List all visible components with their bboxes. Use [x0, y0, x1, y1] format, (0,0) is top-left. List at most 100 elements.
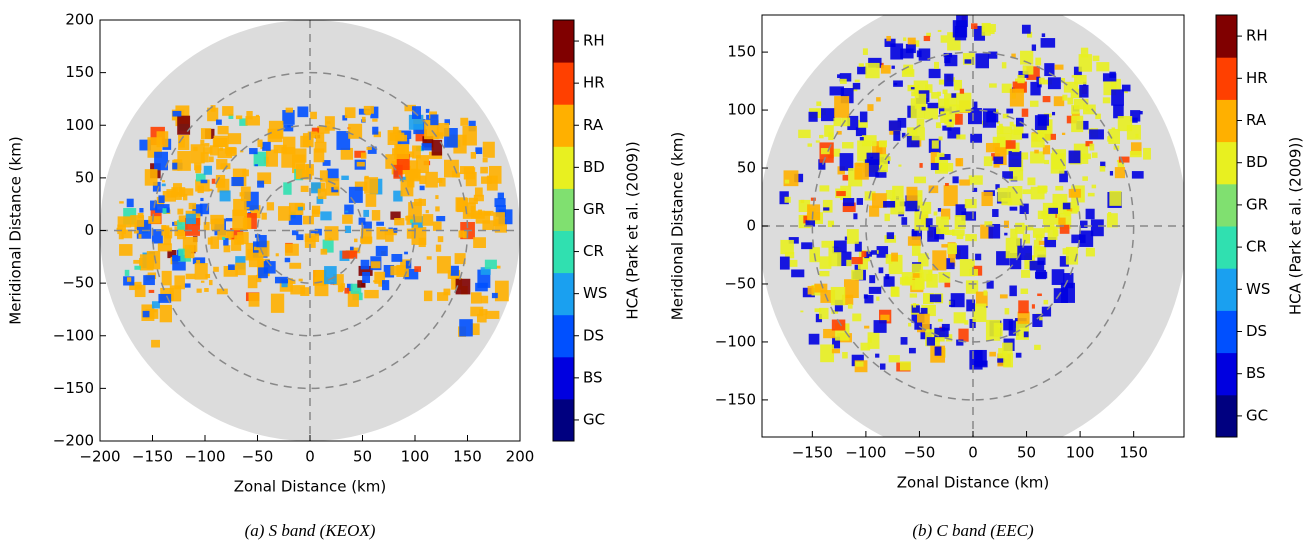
radar-echo: [1109, 190, 1122, 206]
radar-echo: [476, 313, 487, 323]
radar-echo: [911, 127, 925, 141]
radar-echo: [266, 202, 275, 211]
radar-echo: [444, 159, 459, 178]
radar-echo: [1031, 304, 1035, 309]
radar-echo: [948, 119, 952, 122]
radar-echo: [354, 238, 358, 243]
radar-echo: [883, 201, 896, 208]
radar-echo: [888, 120, 902, 131]
radar-echo: [854, 264, 861, 273]
radar-echo: [1017, 311, 1030, 324]
radar-echo: [1017, 74, 1025, 84]
radar-echo: [172, 110, 182, 117]
radar-echo: [1021, 108, 1029, 117]
radar-echo: [320, 248, 328, 255]
radar-echo: [223, 238, 229, 246]
radar-echo: [997, 187, 1009, 202]
radar-echo: [883, 276, 895, 287]
radar-echo: [914, 322, 923, 330]
radar-echo: [450, 265, 459, 276]
radar-echo: [847, 304, 853, 309]
radar-image: [100, 20, 520, 441]
radar-echo: [1066, 208, 1073, 212]
radar-echo: [904, 276, 909, 281]
radar-echo: [880, 314, 890, 322]
radar-echo: [215, 174, 226, 188]
radar-echo: [1139, 110, 1143, 115]
radar-echo: [151, 339, 160, 348]
radar-echo: [117, 224, 126, 235]
radar-echo: [316, 196, 324, 204]
radar-echo: [1027, 177, 1036, 186]
radar-echo: [864, 251, 870, 259]
radar-echo: [275, 253, 279, 257]
radar-echo: [868, 57, 882, 68]
y-tick-label: 150: [727, 43, 756, 61]
radar-echo: [150, 200, 158, 211]
x-axis-label: Zonal Distance (km): [897, 474, 1049, 492]
radar-echo: [217, 125, 229, 135]
colorbar-label: BS: [583, 368, 603, 386]
radar-echo: [1008, 320, 1020, 336]
radar-echo: [194, 162, 202, 171]
radar-echo: [900, 337, 908, 345]
radar-echo: [185, 213, 196, 225]
radar-echo: [415, 129, 428, 142]
radar-echo: [1036, 76, 1041, 82]
radar-echo: [1052, 111, 1056, 116]
radar-echo: [227, 133, 242, 145]
radar-echo: [930, 152, 940, 164]
radar-echo: [266, 149, 278, 167]
radar-echo: [975, 53, 990, 69]
radar-echo: [897, 117, 907, 128]
radar-echo: [1018, 300, 1029, 314]
radar-echo: [867, 104, 874, 111]
radar-echo: [197, 185, 204, 194]
radar-echo: [865, 62, 880, 79]
radar-echo: [341, 175, 349, 180]
colorbar-label: BD: [1246, 153, 1268, 171]
radar-echo: [416, 155, 429, 174]
colorbar-swatch: [553, 230, 574, 274]
radar-echo: [878, 140, 888, 148]
y-tick-label: 0: [746, 217, 756, 235]
radar-echo: [955, 204, 967, 217]
radar-echo: [893, 130, 901, 141]
radar-echo: [1050, 153, 1065, 174]
radar-echo: [1041, 306, 1052, 317]
radar-echo: [231, 177, 244, 187]
radar-echo: [1087, 192, 1095, 197]
radar-echo: [943, 185, 958, 207]
radar-echo: [223, 265, 238, 277]
radar-echo: [986, 280, 994, 289]
radar-echo: [995, 184, 1000, 190]
radar-echo: [385, 154, 396, 169]
radar-echo: [295, 164, 310, 180]
radar-echo: [831, 310, 839, 314]
radar-echo: [437, 236, 444, 243]
radar-echo: [362, 272, 371, 283]
y-tick-label: −50: [62, 274, 94, 292]
radar-echo: [208, 188, 213, 192]
radar-echo: [1019, 169, 1024, 172]
radar-echo: [909, 293, 918, 298]
radar-echo: [852, 313, 862, 322]
colorbar-label: GC: [1246, 406, 1268, 424]
radar-echo: [959, 88, 965, 94]
radar-echo: [1033, 239, 1041, 248]
colorbar-swatch: [1216, 57, 1237, 100]
radar-echo: [1130, 142, 1142, 156]
radar-echo: [360, 152, 367, 159]
colorbar-label: GR: [1246, 195, 1268, 213]
radar-echo: [820, 148, 830, 155]
radar-echo: [1021, 24, 1031, 34]
radar-echo: [996, 125, 1004, 134]
radar-echo: [914, 93, 927, 109]
radar-echo: [851, 256, 863, 265]
radar-echo: [1021, 133, 1029, 139]
radar-echo: [901, 132, 906, 138]
radar-echo: [856, 198, 863, 205]
radar-echo: [803, 215, 810, 224]
radar-echo: [491, 292, 498, 299]
radar-echo: [955, 158, 964, 167]
